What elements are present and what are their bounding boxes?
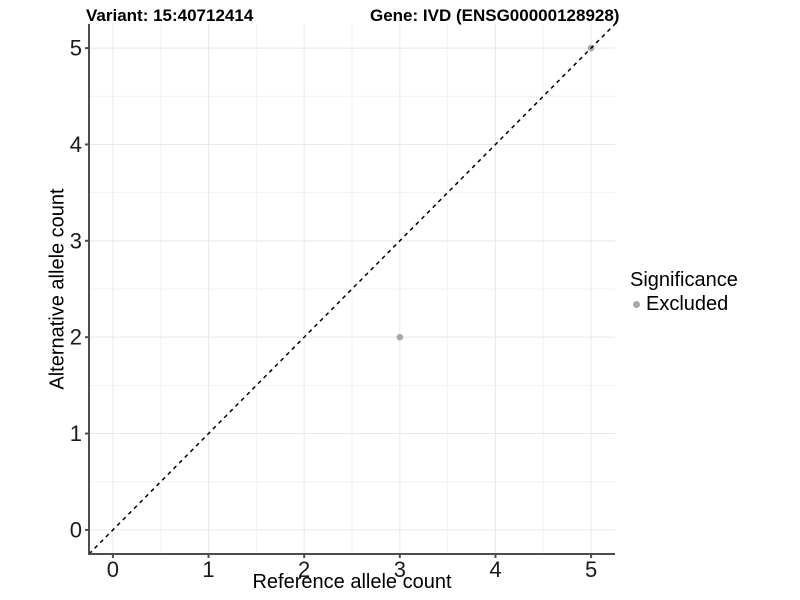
y-axis-title: Alternative allele count xyxy=(46,188,69,390)
legend-title: Significance xyxy=(630,269,738,291)
x-tick-label: 0 xyxy=(107,557,119,582)
y-tick-label: 0 xyxy=(70,517,82,542)
legend: Significance Excluded xyxy=(630,269,738,316)
legend-item-excluded: Excluded xyxy=(630,293,738,316)
x-tick-label: 3 xyxy=(394,557,406,582)
legend-item-label: Excluded xyxy=(646,293,729,315)
gene-title: Gene: IVD (ENSG00000128928) xyxy=(370,6,620,25)
y-tick-label: 3 xyxy=(70,228,82,253)
x-tick-label: 2 xyxy=(298,557,310,582)
y-tick-label: 5 xyxy=(70,36,82,61)
y-tick-label: 4 xyxy=(70,132,82,157)
variant-title: Variant: 15:40712414 xyxy=(86,6,254,25)
legend-point-icon xyxy=(633,301,640,308)
x-axis-title: Reference allele count xyxy=(252,571,452,593)
x-tick-label: 5 xyxy=(585,557,597,582)
x-tick-label: 1 xyxy=(202,557,214,582)
scatter-point xyxy=(396,333,404,341)
y-tick-label: 1 xyxy=(70,421,82,446)
x-tick-label: 4 xyxy=(489,557,501,582)
y-tick-label: 2 xyxy=(70,325,82,350)
